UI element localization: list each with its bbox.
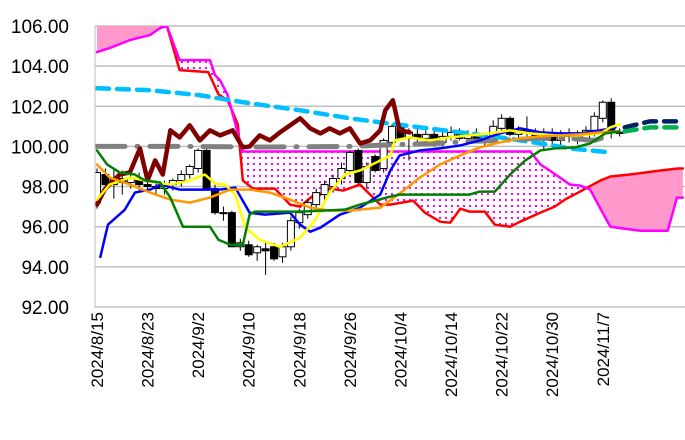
indicator-line: [95, 130, 621, 212]
y-axis: 92.00 94.00 96.00 98.00 100.00 102.00 104.00 10…: [11, 17, 69, 319]
candlestick: [261, 242, 270, 275]
candle-body-up: [421, 133, 430, 139]
candle-body-down: [261, 248, 270, 252]
candlestick: [202, 148, 211, 191]
candlestick: [497, 114, 506, 133]
candle-body-down: [270, 246, 279, 260]
indicator-line: [95, 85, 613, 155]
y-tick-label: 104.00: [11, 57, 69, 78]
candlestick: [320, 180, 329, 201]
x-tick-label: 2024/10/30: [543, 312, 562, 397]
candlestick: [354, 148, 363, 185]
candle-body-down: [506, 117, 515, 135]
candle-body-down: [211, 188, 220, 214]
y-tick-label: 98.00: [21, 178, 69, 199]
indicator-lines: [95, 85, 685, 259]
x-tick-label: 2024/9/2: [189, 312, 208, 378]
candle-body-up: [286, 220, 295, 248]
x-tick-label: 2024/9/10: [240, 312, 259, 388]
indicator-line: [95, 132, 613, 150]
indicator-line: [622, 119, 685, 130]
indicator-line: [622, 125, 685, 134]
y-tick-label: 102.00: [11, 97, 69, 118]
candlestick: [194, 148, 203, 173]
candlestick: [312, 188, 321, 211]
candle-body-up: [590, 115, 599, 131]
x-tick-label: 2024/8/15: [88, 312, 107, 388]
candle-body-up: [177, 174, 186, 182]
candlestick: [413, 128, 422, 143]
candlestick: [185, 164, 194, 179]
candlestick: [219, 206, 228, 221]
candle-body-up: [345, 151, 354, 172]
candle-body-down: [202, 149, 211, 190]
cloud-bullish-area: [586, 168, 683, 231]
y-tick-label: 96.00: [21, 218, 69, 239]
candle-body-up: [185, 165, 194, 176]
y-tick-label: 94.00: [21, 258, 69, 279]
candlestick: [522, 116, 531, 139]
candle-body-up: [194, 149, 203, 169]
candle-body-down: [143, 184, 152, 188]
candlestick: [506, 116, 515, 137]
cloud-bullish-area: [97, 26, 168, 53]
candle-body-up: [278, 246, 287, 258]
x-tick-label: 2024/10/14: [442, 312, 461, 397]
candle-body-down: [354, 149, 363, 184]
x-tick-label: 2024/10/22: [493, 312, 512, 397]
candle-body-up: [388, 125, 397, 143]
candle-body-up: [598, 101, 607, 119]
x-tick-label: 2024/10/4: [391, 312, 410, 388]
senkou-span-a-line: [158, 26, 685, 228]
candle-body-up: [320, 184, 329, 196]
candlestick: [244, 240, 253, 257]
candle-body-up: [219, 212, 228, 215]
y-tick-label: 100.00: [11, 137, 69, 158]
candle-body-up: [253, 246, 262, 254]
candlestick: [598, 100, 607, 123]
x-tick-label: 2024/8/23: [139, 312, 158, 388]
candlestick: [227, 210, 236, 248]
candle-body-up: [312, 192, 321, 206]
x-tick-label: 2024/9/18: [290, 312, 309, 388]
x-axis: 2024/8/15 2024/8/23 2024/9/2 2024/9/10 2024/…: [88, 312, 613, 397]
x-tick-label: 2024/9/26: [341, 312, 360, 388]
candlestick: [345, 150, 354, 175]
candlestick: [286, 216, 295, 251]
y-tick-label: 92.00: [21, 298, 69, 319]
candlestick: [177, 170, 186, 187]
candlestick: [253, 244, 262, 261]
candle-body-down: [227, 212, 236, 248]
indicator-line: [95, 130, 621, 247]
indicator-line: [95, 123, 621, 249]
cloud-bearish-area: [167, 28, 232, 111]
indicator-line: [95, 98, 413, 207]
candlestick: [388, 124, 397, 147]
candle-body-up: [379, 139, 388, 169]
candle-body-down: [244, 244, 253, 256]
y-tick-label: 106.00: [11, 17, 69, 38]
candle-body-up: [497, 117, 506, 129]
x-tick-label: 2024/11/7: [594, 312, 613, 386]
